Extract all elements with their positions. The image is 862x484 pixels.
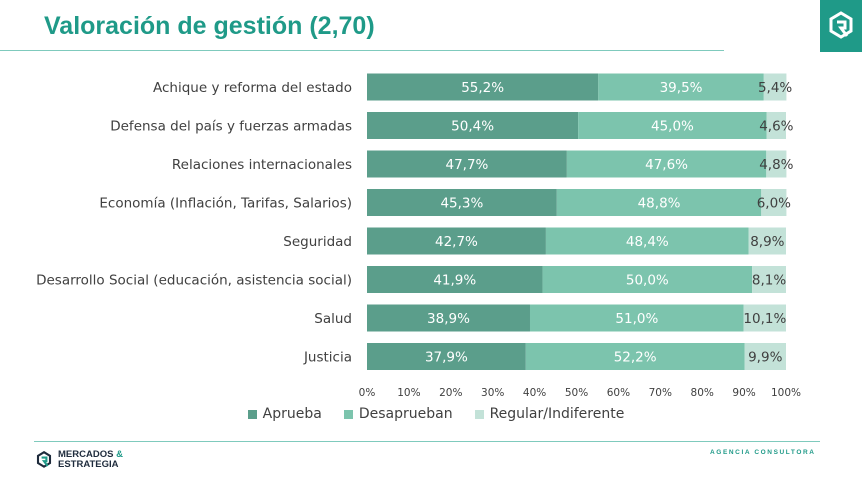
x-tick-label: 60%	[607, 387, 630, 399]
bar-segment	[367, 189, 557, 216]
bar-segment	[748, 227, 786, 255]
bar-segment	[743, 304, 786, 332]
bar-segment	[566, 150, 767, 178]
legend-swatch	[474, 409, 484, 419]
data-label: 50,4%	[451, 119, 494, 135]
category-label: Desarrollo Social (educación, asistencia…	[36, 273, 352, 289]
page-title: Valoración de gestión (2,70)	[44, 12, 375, 40]
data-label: 38,9%	[427, 311, 470, 327]
bar-segment	[367, 227, 546, 255]
chart-legend: Aprueba Desaprueban Regular/Indiferente	[0, 406, 862, 422]
data-label: 10,1%	[743, 311, 786, 327]
x-tick-label: 0%	[359, 387, 376, 399]
data-label: 4,6%	[759, 119, 793, 135]
data-label: 45,3%	[440, 196, 483, 212]
legend-item: Regular/Indiferente	[474, 406, 625, 422]
bar-segment	[761, 189, 787, 216]
category-label: Seguridad	[283, 234, 352, 250]
x-tick-label: 90%	[732, 387, 755, 399]
brand-line-1: MERCADOS	[58, 449, 114, 460]
bar-segment	[763, 73, 787, 101]
bar-segment	[542, 266, 753, 293]
brand-line-2: ESTRATEGIA	[58, 459, 119, 470]
data-label: 47,6%	[645, 157, 688, 173]
legend-label: Regular/Indiferente	[489, 406, 625, 422]
data-label: 47,7%	[445, 157, 488, 173]
legend-item: Desaprueban	[343, 406, 453, 422]
footer-divider	[34, 441, 820, 442]
bar-segment	[367, 343, 526, 370]
bar-segment	[578, 112, 767, 139]
x-tick-label: 10%	[397, 387, 420, 399]
data-label: 41,9%	[433, 273, 476, 289]
bar-segment	[545, 227, 749, 255]
category-label: Economía (Inflación, Tarifas, Salarios)	[99, 196, 352, 212]
data-label: 45,0%	[651, 119, 694, 135]
data-label: 52,2%	[614, 350, 657, 366]
x-tick-label: 50%	[565, 387, 588, 399]
data-label: 5,4%	[758, 80, 792, 96]
bar-segment	[598, 73, 764, 101]
legend-label: Desaprueban	[358, 406, 453, 422]
data-label: 42,7%	[435, 234, 478, 250]
brand-name: MERCADOS & ESTRATEGIA	[58, 450, 123, 470]
legend-swatch	[247, 409, 257, 419]
x-tick-label: 80%	[691, 387, 714, 399]
x-tick-label: 40%	[523, 387, 546, 399]
legend-label: Aprueba	[262, 406, 322, 422]
data-label: 6,0%	[757, 196, 791, 212]
category-label: Defensa del país y fuerzas armadas	[110, 119, 352, 135]
data-label: 50,0%	[626, 273, 669, 289]
footer-brand-logo: MERCADOS & ESTRATEGIA	[36, 450, 123, 470]
x-tick-label: 70%	[649, 387, 672, 399]
brand-ampersand: &	[116, 449, 123, 460]
brand-logo-corner	[820, 0, 862, 52]
bar-segment	[367, 304, 530, 332]
data-label: 39,5%	[660, 80, 703, 96]
x-tick-label: 100%	[771, 387, 801, 399]
data-label: 55,2%	[461, 80, 504, 96]
brand-mark-icon	[36, 451, 52, 468]
category-label: Justicia	[303, 350, 352, 366]
data-label: 9,9%	[748, 350, 782, 366]
bar-segment	[525, 343, 745, 370]
bar-segment	[529, 304, 744, 332]
legend-swatch	[343, 409, 353, 419]
data-label: 8,9%	[750, 234, 784, 250]
bar-segment	[367, 112, 579, 139]
legend-item: Aprueba	[247, 406, 322, 422]
brand-tagline: AGENCIA CONSULTORA	[710, 449, 816, 456]
bar-segment	[766, 112, 786, 139]
data-label: 4,8%	[759, 157, 793, 173]
bar-segment	[766, 150, 787, 178]
bar-segment	[556, 189, 762, 216]
category-label: Salud	[314, 311, 352, 327]
data-label: 37,9%	[425, 350, 468, 366]
title-divider	[0, 50, 724, 51]
data-label: 51,0%	[615, 311, 658, 327]
category-label: Relaciones internacionales	[172, 157, 352, 173]
bar-segment	[367, 266, 543, 293]
brand-mark-icon	[829, 11, 853, 39]
stacked-bar-chart: Achique y reforma del estado 55,2% 39,5% 5,…	[36, 73, 801, 399]
category-label: Achique y reforma del estado	[153, 80, 352, 96]
bar-segment	[752, 266, 786, 293]
data-label: 48,4%	[626, 234, 669, 250]
bar-segment	[367, 73, 599, 101]
bar-segment	[367, 150, 567, 178]
data-label: 48,8%	[638, 196, 681, 212]
data-label: 8,1%	[752, 273, 786, 289]
x-tick-label: 30%	[481, 387, 504, 399]
x-tick-label: 20%	[439, 387, 462, 399]
bar-segment	[744, 343, 786, 370]
